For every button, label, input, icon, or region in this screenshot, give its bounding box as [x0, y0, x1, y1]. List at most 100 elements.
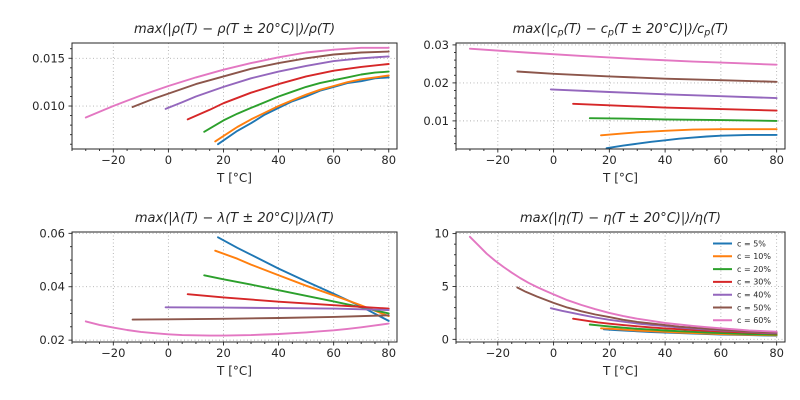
- subplot-density: −20 0 20 40 60 80 0.010 0.015 T [°C] max(|ρ(T) − …: [32, 22, 398, 185]
- series-curves: [468, 235, 778, 337]
- curve-50pct: [516, 286, 778, 334]
- legend-label: c = 10%: [737, 252, 771, 261]
- curve-40pct: [164, 55, 390, 110]
- y-tick-label: 10: [434, 227, 449, 241]
- curve-50pct: [131, 50, 390, 108]
- x-tick-label: 0: [165, 153, 172, 167]
- curve-10pct: [214, 74, 390, 143]
- curve-10pct: [214, 249, 390, 318]
- x-tick-label: 60: [326, 153, 341, 167]
- axes-spines: [455, 231, 786, 343]
- title-run: max(|η(T) − η(T ± 20°C)|)/η(T): [520, 211, 721, 226]
- legend-label: c = 60%: [737, 316, 771, 325]
- x-tick-label: 80: [769, 153, 784, 167]
- axes-spines: [71, 42, 398, 150]
- x-tick-label: 20: [602, 346, 617, 360]
- title-subscript: p: [703, 28, 710, 39]
- x-tick-label: −20: [101, 346, 125, 360]
- chart-title: max(|ρ(T) − ρ(T ± 20°C)|)/ρ(T): [134, 22, 335, 37]
- grid: [72, 232, 397, 342]
- subplot-thermal-conductivity: −20 0 20 40 60 80 0.02 0.04 0.06 T [°C] max(|λ(T) …: [39, 211, 398, 378]
- axis-ticks: [68, 48, 390, 153]
- x-tick-label: 20: [216, 153, 231, 167]
- x-tick-label: 40: [271, 346, 286, 360]
- x-tick-label: 20: [602, 153, 617, 167]
- tick-labels: −20 0 20 40 60 80 0.02 0.04 0.06: [39, 226, 396, 360]
- curve-5pct: [217, 76, 390, 146]
- y-tick-label: 0.02: [39, 333, 65, 347]
- y-tick-label: 5: [442, 279, 449, 293]
- title-subscript: p: [607, 28, 614, 39]
- x-tick-label: 60: [326, 346, 341, 360]
- x-tick-label: −20: [486, 346, 510, 360]
- axes-spines: [455, 42, 786, 150]
- x-tick-label: −20: [486, 153, 510, 167]
- curve-40pct: [549, 88, 778, 100]
- curve-20pct: [588, 323, 778, 336]
- title-run: max(|λ(T) − λ(T ± 20°C)|)/λ(T): [135, 211, 334, 226]
- y-tick-label: 0: [442, 332, 449, 346]
- x-tick-label: 0: [550, 346, 557, 360]
- x-tick-label: 60: [714, 153, 729, 167]
- y-tick-label: 0.02: [423, 76, 449, 90]
- title-run: (T ± 20°C)|)/c: [614, 22, 704, 37]
- curve-5pct: [605, 133, 778, 149]
- legend-label: c = 50%: [737, 303, 771, 312]
- x-tick-label: 40: [271, 153, 286, 167]
- x-tick-label: 40: [658, 346, 673, 360]
- y-tick-label: 0.015: [32, 51, 65, 65]
- curve-60pct: [468, 235, 778, 333]
- curve-30pct: [186, 63, 390, 121]
- x-tick-label: −20: [101, 153, 125, 167]
- curve-50pct: [131, 314, 390, 321]
- title-subscript: p: [557, 28, 564, 39]
- tick-labels: −20 0 20 40 60 80 0.010 0.015: [32, 51, 396, 167]
- legend: c = 5% c = 10% c = 20% c = 30% c = 40% c = 50…: [713, 239, 771, 325]
- y-tick-label: 0.010: [32, 99, 65, 113]
- title-run: max(|ρ(T) − ρ(T ± 20°C)|)/ρ(T): [134, 22, 335, 37]
- axes-spines: [71, 231, 398, 343]
- x-tick-label: 80: [381, 346, 396, 360]
- x-tick-label: 80: [381, 153, 396, 167]
- subplot-heat-capacity: −20 0 20 40 60 800.010.020.03T [°C]max(|cp(T)…: [423, 22, 786, 185]
- series-curves: [84, 236, 390, 337]
- legend-label: c = 30%: [737, 278, 771, 287]
- axis-ticks: [452, 233, 778, 346]
- curve-40pct: [164, 306, 390, 311]
- legend-label: c = 5%: [737, 239, 766, 248]
- curve-30pct: [572, 102, 778, 112]
- y-tick-label: 0.06: [39, 226, 65, 240]
- x-tick-label: 0: [165, 346, 172, 360]
- legend-label: c = 40%: [737, 291, 771, 300]
- curve-60pct: [84, 46, 390, 119]
- curve-60pct: [468, 47, 778, 66]
- title-run: max(|c: [513, 22, 558, 37]
- y-tick-label: 0.04: [39, 280, 65, 294]
- curve-30pct: [186, 293, 390, 310]
- subplot-viscosity: −20 0 20 40 60 80 0 5 10 T [°C] max(|η(T) − η(T ± …: [434, 211, 786, 378]
- x-tick-label: 0: [550, 153, 557, 167]
- axis-ticks: [452, 44, 778, 153]
- series-curves: [468, 47, 778, 149]
- series-curves: [84, 46, 390, 146]
- x-axis-label: T [°C]: [602, 364, 638, 378]
- axis-ticks: [68, 232, 390, 346]
- curve-20pct: [588, 117, 778, 122]
- curve-20pct: [203, 70, 390, 133]
- y-tick-label: 0.01: [423, 114, 449, 128]
- chart-title: max(|λ(T) − λ(T ± 20°C)|)/λ(T): [135, 211, 334, 226]
- x-axis-label: T [°C]: [602, 171, 638, 185]
- x-axis-label: T [°C]: [216, 364, 252, 378]
- y-tick-label: 0.03: [423, 38, 449, 52]
- x-tick-label: 60: [714, 346, 729, 360]
- curve-50pct: [516, 70, 778, 83]
- chart-title: max(|η(T) − η(T ± 20°C)|)/η(T): [520, 211, 721, 226]
- x-tick-label: 20: [216, 346, 231, 360]
- legend-label: c = 20%: [737, 265, 771, 274]
- tick-labels: −20 0 20 40 60 80 0 5 10: [434, 227, 784, 360]
- title-run: (T) − c: [564, 22, 608, 37]
- title-run: (T): [710, 22, 728, 37]
- curve-60pct: [84, 320, 390, 337]
- curve-10pct: [600, 128, 778, 137]
